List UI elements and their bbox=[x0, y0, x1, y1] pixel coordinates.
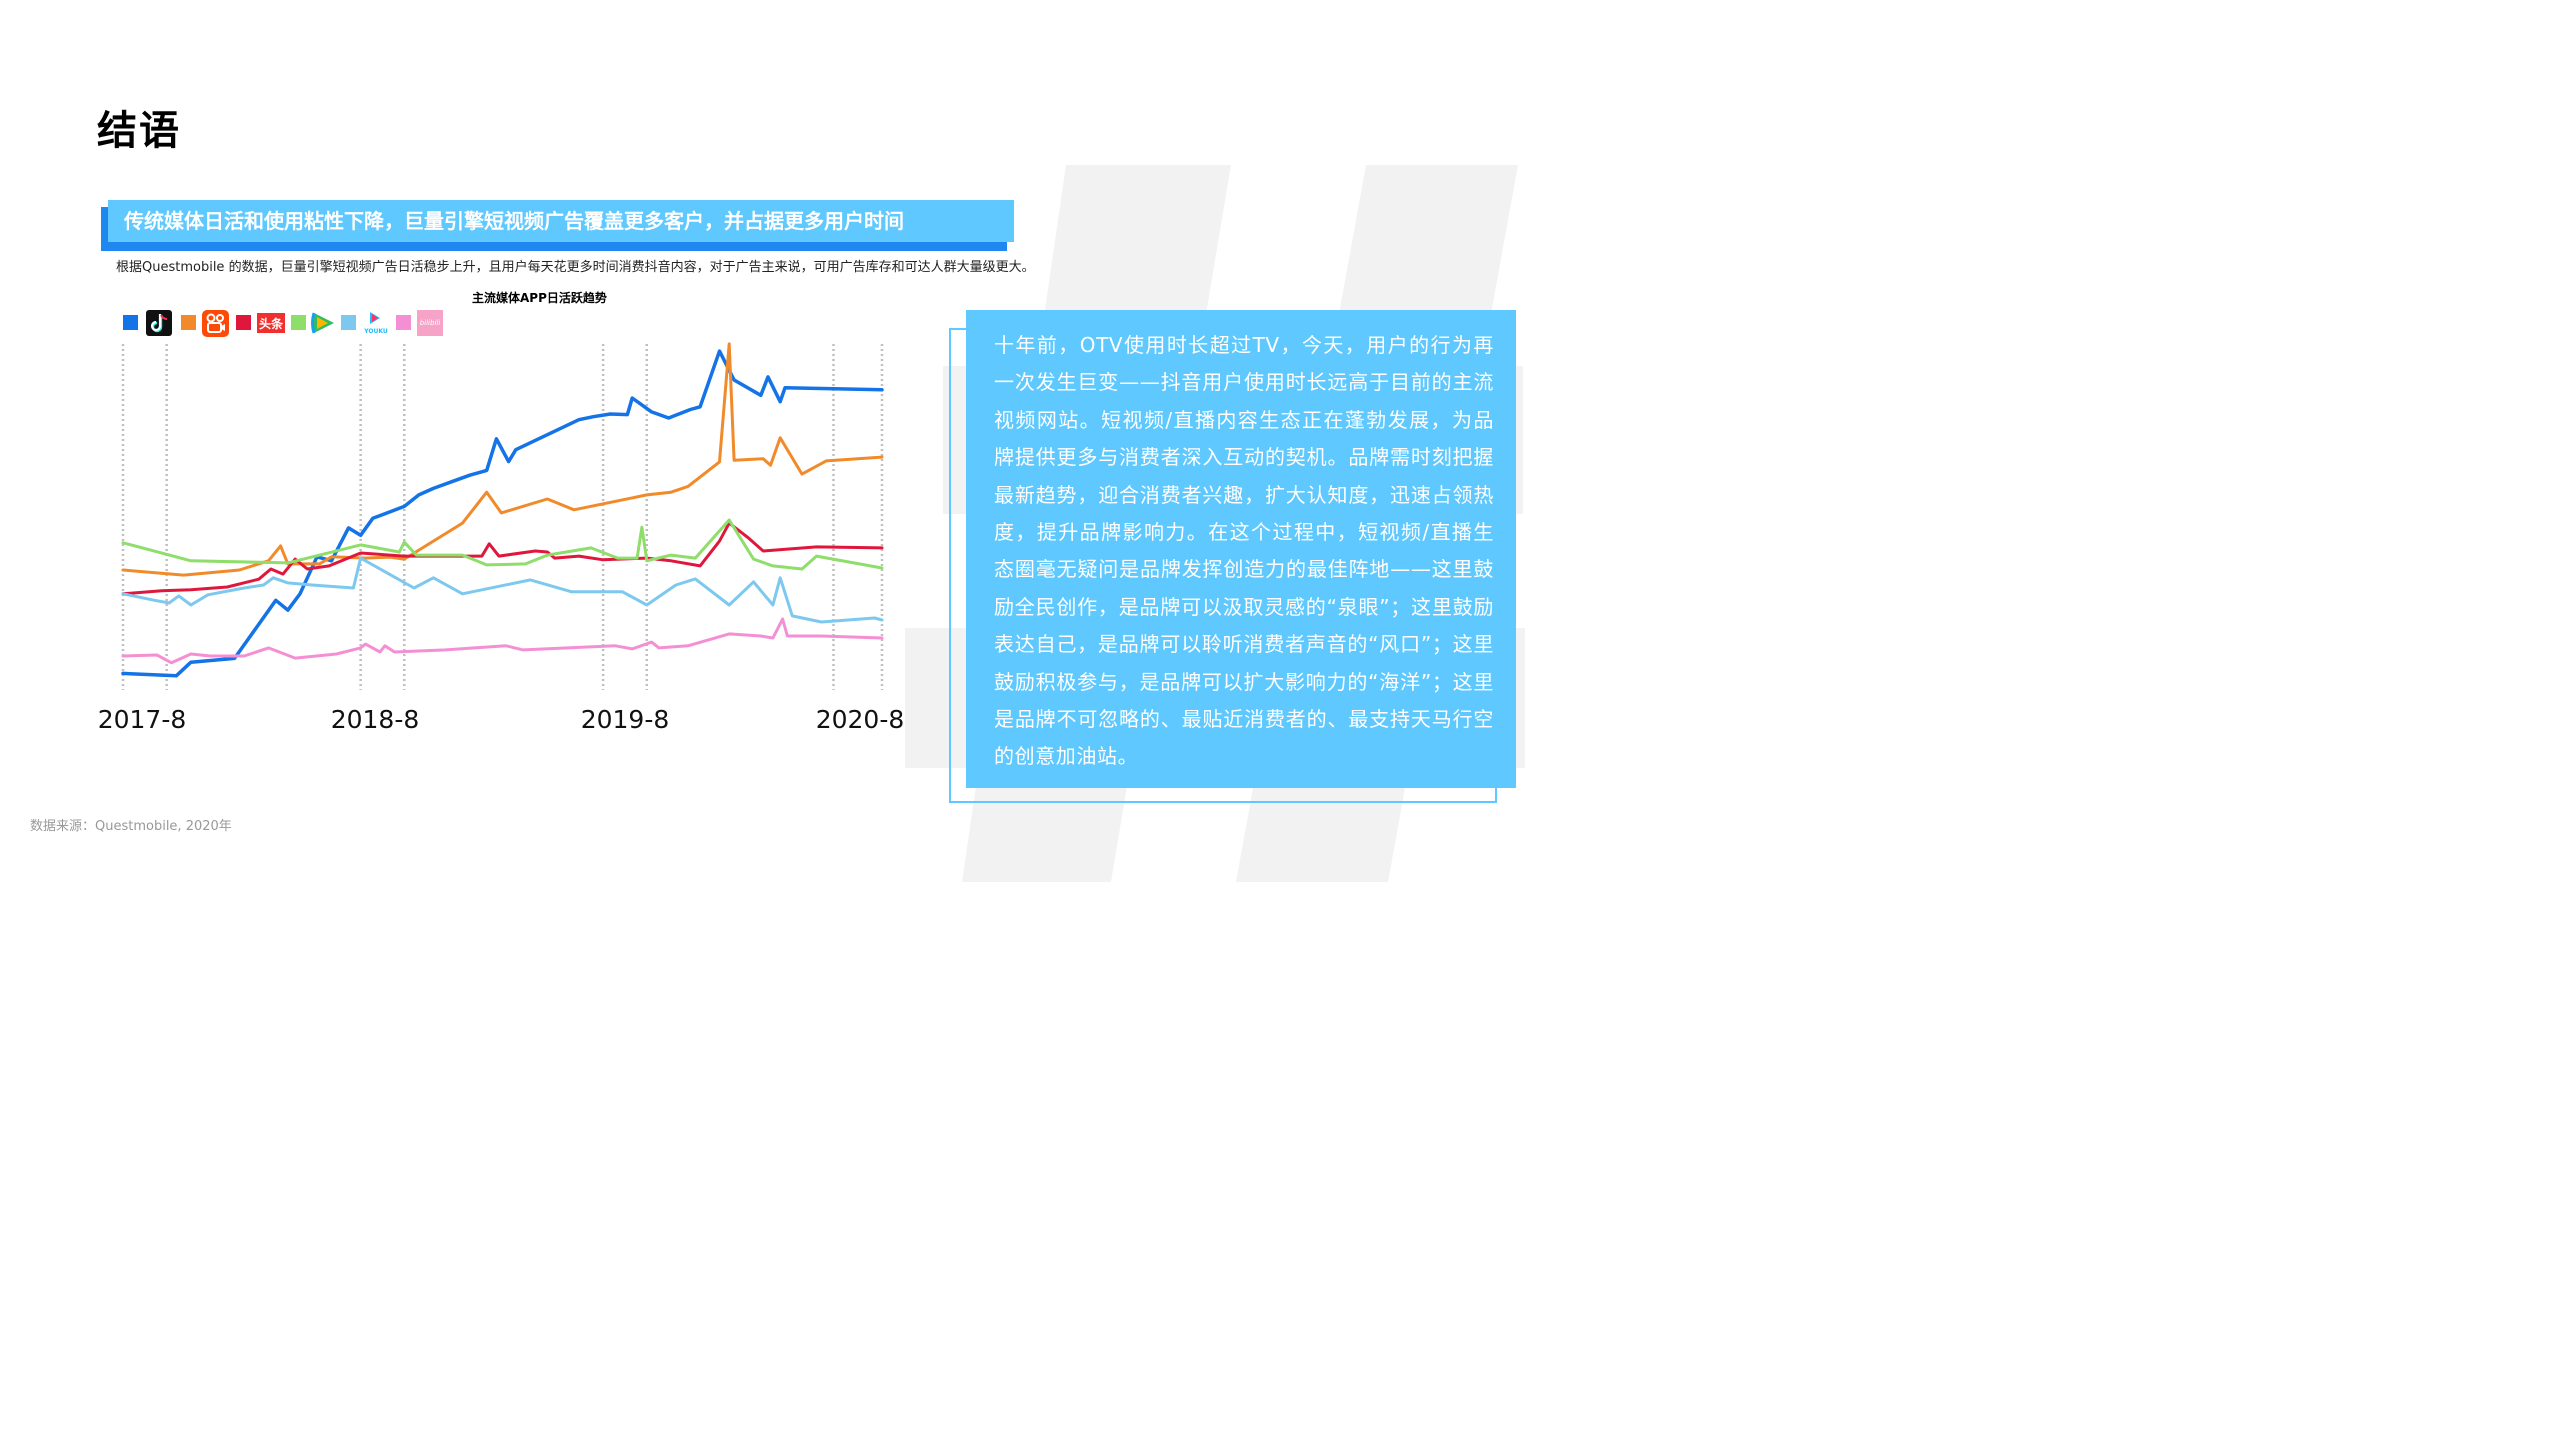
legend-swatch-toutiao bbox=[236, 315, 251, 330]
legend-swatch-kuaishou bbox=[181, 315, 196, 330]
legend-swatch-tencent-video bbox=[291, 315, 306, 330]
headline-banner: 传统媒体日活和使用粘性下降，巨量引擎短视频广告覆盖更多客户，并占据更多用户时间 bbox=[108, 200, 1014, 242]
x-tick-label: 2020-8 bbox=[816, 705, 905, 734]
data-source-note: 数据来源：Questmobile, 2020年 bbox=[30, 819, 232, 834]
line-chart: 头条 YOUKU bilibili 2017-8 2018-8 2019-8 2020… bbox=[98, 310, 905, 734]
x-tick-label: 2018-8 bbox=[331, 705, 420, 734]
quote-text: 十年前，OTV使用时长超过TV，今天，用户的行为再一次发生巨变——抖音用户使用时… bbox=[994, 333, 1494, 769]
series-line-头条 bbox=[121, 521, 884, 596]
kuaishou-logo-icon bbox=[202, 310, 229, 337]
series-line-腾讯视频 bbox=[121, 518, 884, 571]
bilibili-logo-text: bilibili bbox=[420, 319, 441, 327]
series-line-优酷 bbox=[121, 556, 884, 624]
chart-title: 主流媒体APP日活跃趋势 bbox=[472, 291, 607, 305]
youku-logo-icon: YOUKU bbox=[363, 312, 388, 335]
legend-swatch-douyin bbox=[123, 315, 138, 330]
x-axis-ticks: 2017-8 2018-8 2019-8 2020-8 bbox=[98, 705, 905, 734]
x-tick-label: 2017-8 bbox=[98, 705, 187, 734]
series-line-快手 bbox=[121, 342, 884, 577]
intro-text: 根据Questmobile 的数据，巨量引擎短视频广告日活稳步上升，且用户每天花… bbox=[116, 260, 1035, 275]
toutiao-logo-text: 头条 bbox=[259, 316, 284, 331]
x-tick-label: 2019-8 bbox=[581, 705, 670, 734]
legend: 头条 YOUKU bilibili bbox=[123, 310, 443, 337]
series-line-哔哩哔哩 bbox=[121, 617, 884, 665]
tencent-video-logo-icon bbox=[311, 312, 334, 334]
legend-swatch-bilibili bbox=[396, 315, 411, 330]
toutiao-logo-icon: 头条 bbox=[257, 313, 285, 333]
series-lines bbox=[121, 342, 884, 678]
quote-box: 十年前，OTV使用时长超过TV，今天，用户的行为再一次发生巨变——抖音用户使用时… bbox=[966, 310, 1516, 788]
legend-swatch-youku bbox=[341, 315, 356, 330]
youku-logo-text: YOUKU bbox=[363, 328, 388, 335]
page-title: 结语 bbox=[97, 108, 181, 154]
series-line-抖音 bbox=[121, 349, 884, 678]
douyin-logo-icon bbox=[146, 310, 172, 336]
bilibili-logo-icon: bilibili bbox=[417, 310, 443, 336]
